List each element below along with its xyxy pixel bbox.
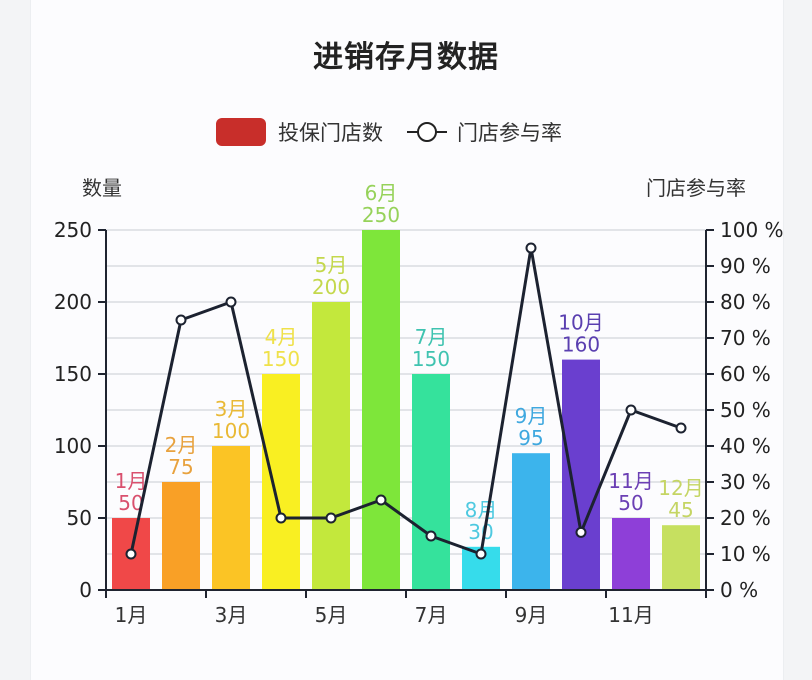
left-tick-label: 200 bbox=[54, 290, 92, 314]
bar-label-value: 150 bbox=[262, 347, 300, 371]
right-tick-label: 40 % bbox=[720, 434, 771, 458]
legend-bar-label[interactable]: 投保门店数 bbox=[278, 121, 383, 145]
bar-label-value: 100 bbox=[212, 419, 250, 443]
x-tick-label: 9月 bbox=[515, 603, 548, 627]
right-tick-label: 50 % bbox=[720, 398, 771, 422]
legend-bar-swatch[interactable] bbox=[216, 118, 266, 146]
bar-label-value: 250 bbox=[362, 203, 400, 227]
line-point bbox=[175, 314, 187, 326]
right-tick-label: 70 % bbox=[720, 326, 771, 350]
participation-line bbox=[129, 246, 682, 556]
right-tick-label: 0 % bbox=[720, 578, 758, 602]
bar-label-month: 6月 bbox=[365, 181, 398, 205]
bar-label-value: 200 bbox=[312, 275, 350, 299]
bar-label-month: 8月 bbox=[465, 498, 498, 522]
line-point bbox=[425, 530, 437, 542]
bar-label-value: 45 bbox=[668, 498, 693, 522]
bar-label-value: 50 bbox=[618, 491, 643, 515]
chart-card bbox=[30, 0, 784, 680]
legend-line-circle-icon[interactable] bbox=[405, 118, 449, 146]
left-tick-label: 50 bbox=[67, 506, 92, 530]
bar bbox=[412, 374, 450, 590]
line-point bbox=[575, 526, 587, 538]
bar bbox=[612, 518, 650, 590]
line-point bbox=[275, 512, 287, 524]
bar-label-value: 95 bbox=[518, 426, 543, 450]
right-tick-label: 30 % bbox=[720, 470, 771, 494]
bar bbox=[662, 525, 700, 590]
bar-label-month: 10月 bbox=[558, 311, 603, 335]
right-tick-label: 60 % bbox=[720, 362, 771, 386]
line-point bbox=[675, 422, 687, 434]
right-tick-label: 90 % bbox=[720, 254, 771, 278]
bar bbox=[162, 482, 200, 590]
line-point bbox=[325, 512, 337, 524]
right-tick-label: 10 % bbox=[720, 542, 771, 566]
line-point bbox=[475, 548, 487, 560]
axes: 0 50 100 150 200 250 0 % 10 % 20 % 30 % 40 % 50 % 60… bbox=[54, 218, 784, 627]
bar-label-month: 1月 bbox=[115, 469, 148, 493]
bar-label-month: 4月 bbox=[265, 325, 298, 349]
x-tick-label: 7月 bbox=[415, 603, 448, 627]
x-tick-label: 11月 bbox=[608, 603, 653, 627]
left-axis-name: 数量 bbox=[82, 176, 122, 200]
x-tick-label: 5月 bbox=[315, 603, 348, 627]
line-point bbox=[625, 404, 637, 416]
bar bbox=[362, 230, 400, 590]
gridlines bbox=[106, 229, 706, 555]
bar bbox=[512, 453, 550, 590]
bar-label-month: 2月 bbox=[165, 433, 198, 457]
bar-label-value: 160 bbox=[562, 333, 600, 357]
line-series bbox=[125, 242, 687, 560]
left-tick-label: 250 bbox=[54, 218, 92, 242]
bar-label-month: 12月 bbox=[658, 476, 703, 500]
bar-label-month: 11月 bbox=[608, 469, 653, 493]
line-point bbox=[125, 548, 137, 560]
bar bbox=[312, 302, 350, 590]
bar-label-month: 7月 bbox=[415, 325, 448, 349]
line-point bbox=[525, 242, 537, 254]
line-point bbox=[375, 494, 387, 506]
bar bbox=[212, 446, 250, 590]
bar-label-value: 30 bbox=[468, 520, 493, 544]
bar bbox=[562, 359, 600, 590]
right-tick-label: 100 % bbox=[720, 218, 784, 242]
bar bbox=[262, 374, 300, 590]
bar-label-month: 5月 bbox=[315, 253, 348, 277]
chart-legend: 投保门店数 门店参与率 bbox=[216, 116, 562, 148]
chart-title: 进销存月数据 bbox=[313, 40, 499, 75]
line-point bbox=[225, 296, 237, 308]
left-tick-label: 150 bbox=[54, 362, 92, 386]
bar-label-month: 3月 bbox=[215, 397, 248, 421]
right-tick-label: 20 % bbox=[720, 506, 771, 530]
legend-line-label[interactable]: 门店参与率 bbox=[457, 121, 562, 145]
bar-label-value: 75 bbox=[168, 455, 193, 479]
right-tick-label: 80 % bbox=[720, 290, 771, 314]
x-tick-label: 1月 bbox=[115, 603, 148, 627]
right-axis-name: 门店参与率 bbox=[646, 176, 746, 200]
bar-label-month: 9月 bbox=[515, 404, 548, 428]
bar-series: 1月502月753月1004月1505月2006月2507月1508月309月9… bbox=[112, 181, 704, 590]
bar-label-value: 150 bbox=[412, 347, 450, 371]
left-tick-label: 0 bbox=[79, 578, 92, 602]
x-tick-label: 3月 bbox=[215, 603, 248, 627]
left-tick-label: 100 bbox=[54, 434, 92, 458]
